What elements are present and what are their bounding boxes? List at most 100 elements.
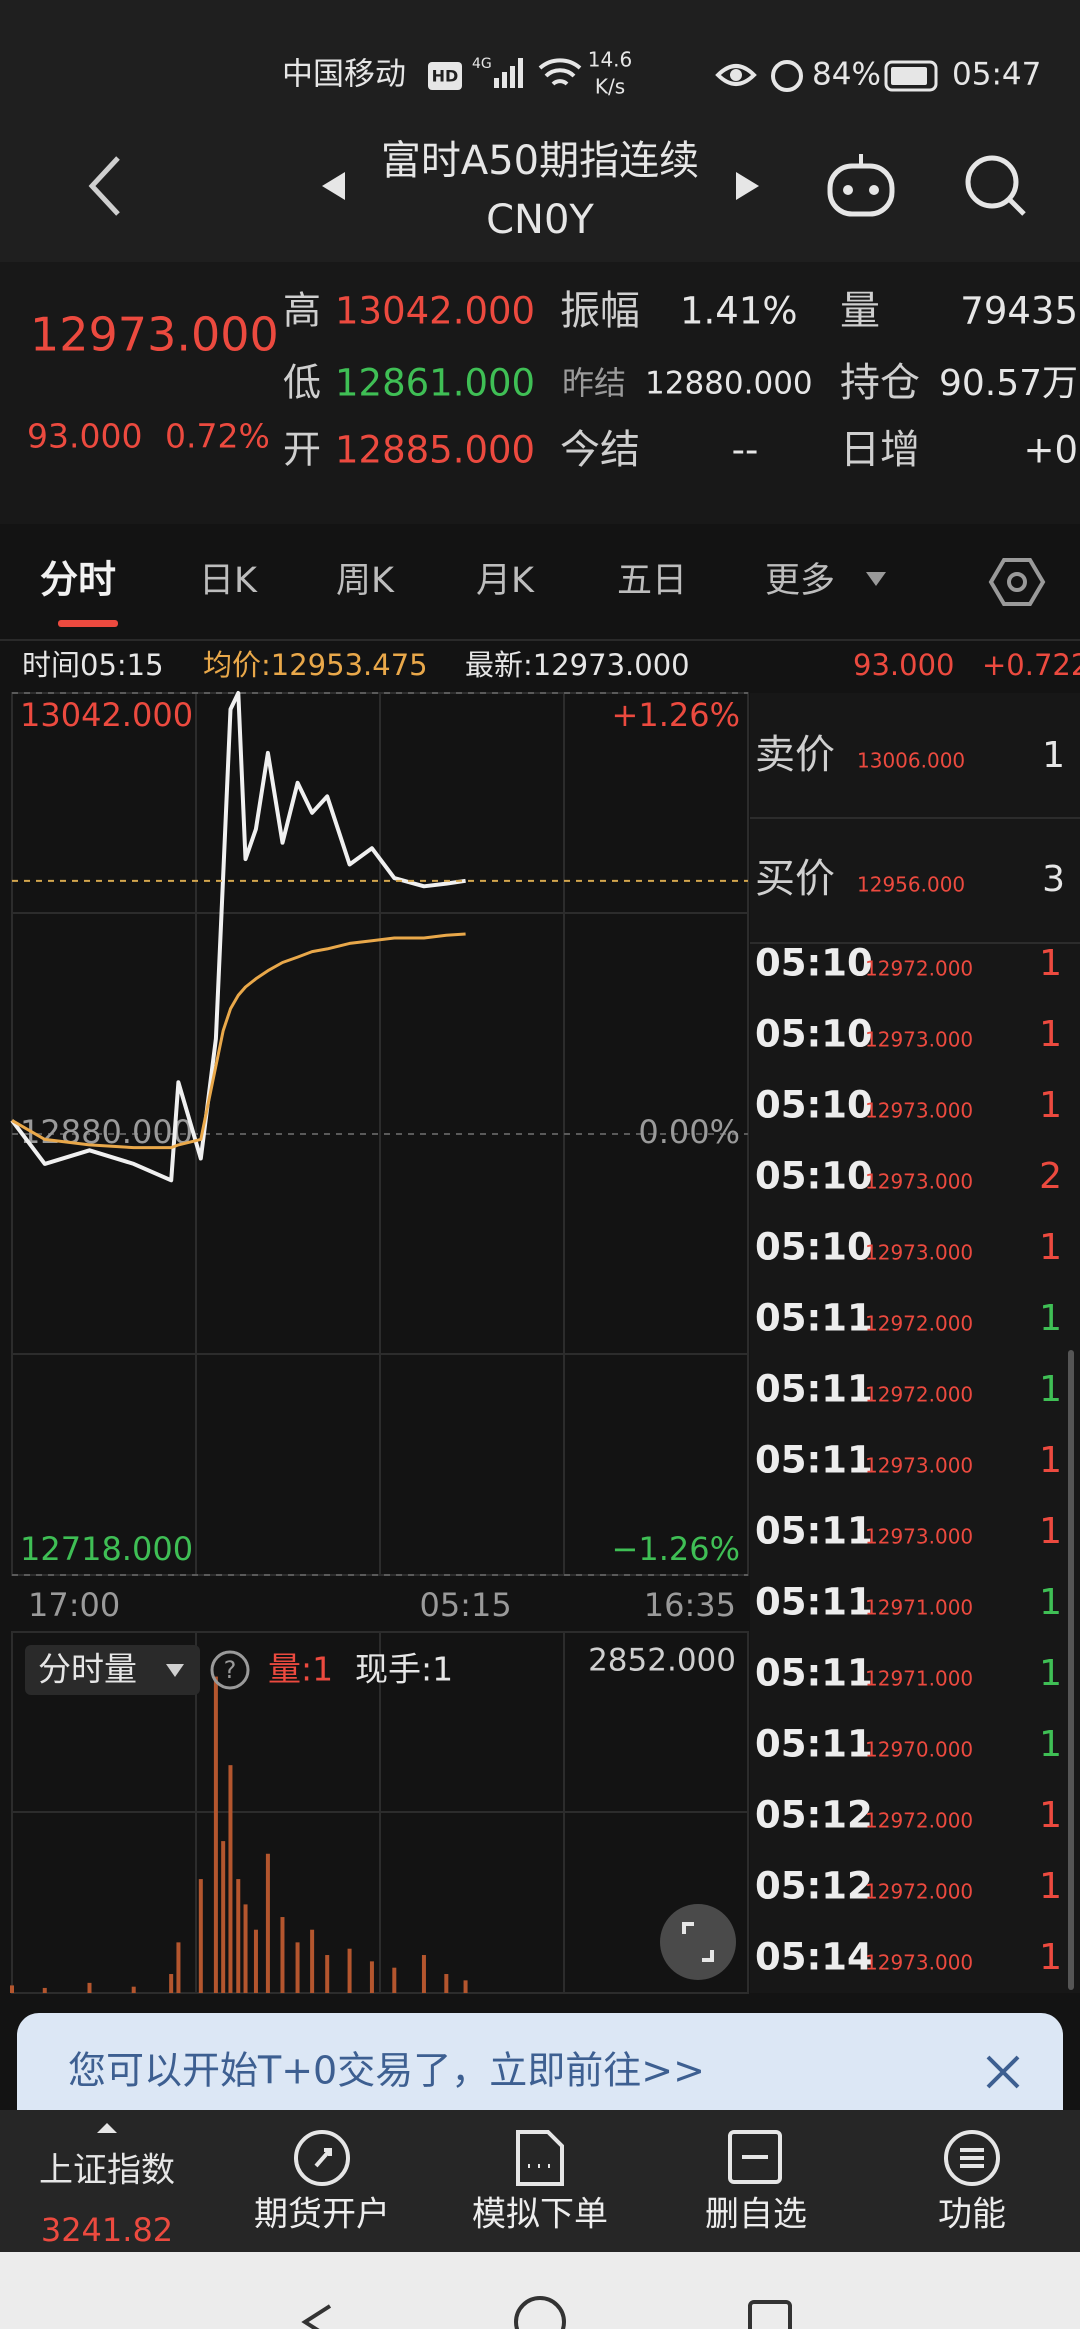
volume-qty: 量:1: [268, 1650, 333, 1689]
scrollbar: [1068, 1350, 1074, 1990]
volume-bar: [87, 1982, 92, 1993]
volume: 79435: [960, 290, 1078, 333]
trade-qty: 1: [1039, 1298, 1062, 1339]
oi-label: 持仓: [840, 360, 920, 406]
nav-item[interactable]: 模拟下单: [472, 2195, 608, 2235]
trade-time: 05:12: [755, 1794, 873, 1837]
volume-selector[interactable]: [25, 1645, 200, 1695]
trade-price: 12973.000: [865, 1525, 973, 1549]
info-change: 93.000: [853, 648, 954, 682]
tab[interactable]: 月K: [476, 561, 535, 601]
prev-contract[interactable]: [322, 172, 345, 200]
trade-time: 05:11: [755, 1368, 873, 1411]
help-mark: ?: [224, 1656, 237, 1684]
trade-qty: 1: [1039, 1511, 1062, 1552]
trade-price: 12972.000: [865, 1383, 973, 1407]
nav-item[interactable]: 期货开户: [254, 2195, 390, 2235]
prev-settle-label: 昨结: [562, 364, 626, 402]
trade-price: 12971.000: [865, 1667, 973, 1691]
sys-home[interactable]: [514, 2296, 566, 2329]
contract-code: CN0Y: [486, 197, 594, 243]
trade-time: 05:10: [755, 942, 873, 985]
series-line: [11, 932, 466, 1150]
bid-qty: 3: [1042, 859, 1065, 900]
hd-badge: [428, 62, 462, 90]
clock: 05:47: [952, 57, 1041, 93]
price-chart: 12718.00012880.00013042.000−1.26%0.00%+1…: [10, 691, 748, 1624]
open-interest: 90.57万: [939, 363, 1078, 404]
battery-level: [891, 67, 927, 85]
trade-time: 05:11: [755, 1652, 873, 1695]
fullscreen-button[interactable]: [660, 1904, 736, 1980]
system-nav: [0, 2252, 1080, 2329]
trade-qty: 1: [1039, 1582, 1062, 1623]
info-time: 时间05:15: [22, 648, 164, 682]
tab[interactable]: 五日: [617, 561, 687, 601]
trade-qty: 1: [1039, 1440, 1062, 1481]
volume-bar: [444, 1974, 449, 1993]
eye-pupil: [730, 69, 742, 81]
back-button[interactable]: [88, 156, 120, 216]
tab[interactable]: 分时: [40, 558, 116, 602]
sys-back[interactable]: [301, 2304, 332, 2329]
low-label: 低: [283, 361, 321, 405]
nav-item[interactable]: 功能: [938, 2195, 1006, 2235]
index-name[interactable]: 上证指数: [39, 2151, 175, 2191]
trade-price: 12972.000: [865, 1880, 973, 1904]
volume-bar: [347, 1948, 352, 1993]
trade-time: 05:11: [755, 1510, 873, 1553]
next-contract[interactable]: [736, 172, 759, 200]
banner-text: 您可以开始T+0交易了，立即前往>>: [68, 2049, 705, 2093]
change: 93.000: [27, 417, 142, 456]
volume-bar: [280, 1917, 285, 1993]
y2-tick-label: +1.26%: [612, 696, 740, 734]
volume-bar: [236, 1879, 241, 1993]
banner-close[interactable]: [986, 2055, 1020, 2089]
y-tick-label: 2852.000: [588, 1643, 736, 1679]
settings-button[interactable]: [988, 558, 1046, 606]
nav-items: 期货开户 模拟下单 删自选 功能: [254, 2195, 1006, 2235]
tab[interactable]: 周K: [336, 561, 395, 601]
high-label: 高: [283, 289, 321, 333]
info-last: 最新:12973.000: [465, 648, 690, 682]
nav-icons: [294, 2130, 1000, 2186]
tab[interactable]: 更多: [765, 561, 835, 601]
trade-time: 05:12: [755, 1865, 873, 1908]
volume-bar: [253, 1929, 258, 1993]
more-arrow: [866, 572, 886, 586]
robot-button[interactable]: [827, 154, 895, 217]
daily-inc: +0: [1023, 429, 1078, 472]
x-tick-label: 17:00: [28, 1586, 120, 1624]
volume-bar: [176, 1942, 181, 1993]
panel-dividers: [11, 693, 749, 1994]
index-value: 3241.82: [41, 2211, 173, 2249]
series-line: [10, 691, 466, 1183]
volume-bar: [213, 1676, 218, 1993]
tab[interactable]: 日K: [199, 561, 258, 601]
trade-price: 12972.000: [865, 1312, 973, 1336]
nav-item[interactable]: 删自选: [705, 2195, 807, 2235]
help-icon[interactable]: [210, 1650, 250, 1690]
search-button[interactable]: [965, 155, 1026, 216]
y-tick-label: 13042.000: [20, 696, 193, 734]
sys-recent[interactable]: [748, 2300, 792, 2329]
net-speed-unit: K/s: [595, 75, 625, 99]
net-speed: 14.6: [588, 48, 633, 72]
ask-price: 13006.000: [857, 749, 965, 773]
signal-icon: [494, 58, 523, 88]
trade-time: 05:11: [755, 1297, 873, 1340]
ask-label: 卖价: [755, 732, 835, 778]
title: 富时A50期指连续: [381, 138, 699, 184]
trade-time: 05:10: [755, 1084, 873, 1127]
volume-bar: [325, 1955, 330, 1993]
header-bg: [0, 0, 1080, 262]
banner[interactable]: [17, 2013, 1063, 2133]
trade-price: 12972.000: [865, 1809, 973, 1833]
volume-bar: [463, 1980, 468, 1993]
trade-price: 12970.000: [865, 1738, 973, 1762]
trade-price: 12971.000: [865, 1596, 973, 1620]
y-tick-label: 12718.000: [20, 1530, 193, 1568]
volume-hand: 现手:1: [355, 1650, 453, 1689]
prev-settle: 12880.000: [645, 366, 813, 402]
